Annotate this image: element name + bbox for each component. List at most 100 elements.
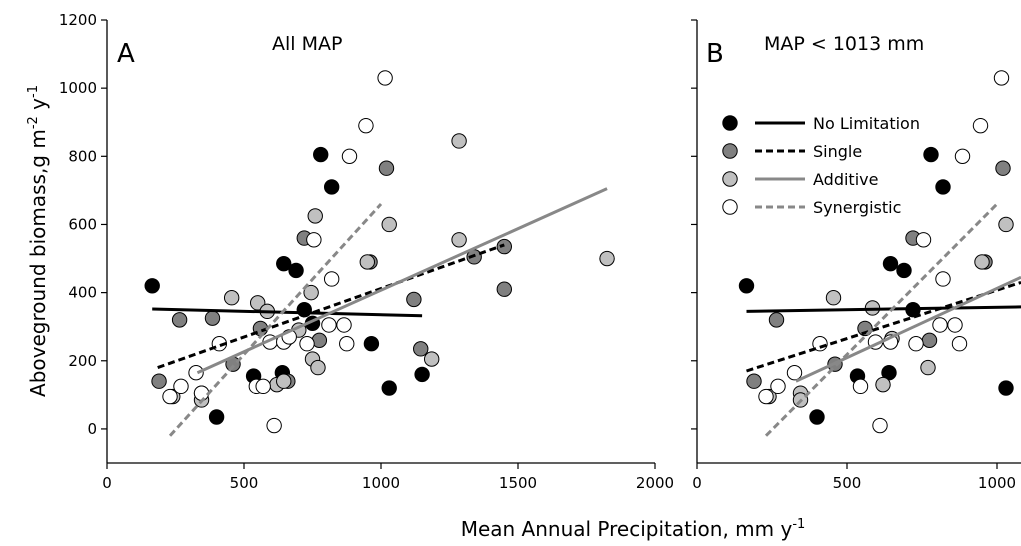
panel-b-title: MAP < 1013 mm — [764, 33, 924, 55]
panel-a-point-additive — [359, 254, 375, 270]
panel-b-point-no-limitation — [935, 179, 951, 195]
y-tick-label: 0 — [87, 420, 97, 438]
panel-a-point-synergistic — [336, 317, 352, 333]
panel-a-title: All MAP — [272, 33, 342, 55]
legend-marker-synergistic — [722, 199, 738, 215]
panel-a-point-additive — [423, 351, 440, 367]
panel-a-point-no-limitation — [313, 146, 329, 163]
panel-a-point-synergistic — [358, 117, 374, 134]
panel-b-point-single — [921, 332, 938, 349]
labels: Mean Annual Precipitation, mm y-1 Abovegr… — [26, 85, 805, 541]
panel-a-point-single — [171, 312, 188, 328]
panel-b-point-synergistic — [993, 70, 1010, 86]
panel-a-point-single — [378, 160, 395, 176]
y-tick-label: 1000 — [59, 79, 97, 97]
panel-a-letter: A — [117, 39, 135, 69]
y-tick-label: 1200 — [59, 11, 97, 29]
panel-a-x-tick-label: 2000 — [636, 474, 674, 492]
panel-b-x-tick-label: 1000 — [978, 474, 1016, 492]
panel-b-point-synergistic — [852, 378, 869, 395]
panel-a-point-synergistic — [339, 336, 355, 352]
panel-b-point-synergistic — [786, 364, 803, 381]
panel-a-point-no-limitation — [414, 366, 430, 383]
panel-a-fit-line-no-limitation — [152, 307, 423, 318]
panel-a-point-synergistic — [377, 70, 393, 86]
y-axis-title-part: -2 — [26, 116, 41, 129]
panel-a-point-additive — [303, 284, 319, 301]
panel-b-fit-line-single — [746, 280, 1021, 373]
panel-a-point-no-limitation — [276, 255, 292, 272]
panel-a-point-additive — [223, 290, 240, 306]
panel-a-point-no-limitation — [208, 409, 225, 425]
panel-b-point-synergistic — [872, 417, 888, 434]
legend-label-single: Single — [813, 142, 862, 161]
panel-a-point-single — [406, 291, 422, 308]
panel-a-point-synergistic — [341, 148, 358, 165]
panel-a-point-additive — [451, 232, 467, 248]
panel-a-point-no-limitation — [144, 278, 160, 294]
panel-b-point-additive — [920, 359, 936, 376]
panel-b-point-synergistic — [947, 317, 963, 333]
panel-b-point-synergistic — [915, 232, 932, 248]
panel-b-point-no-limitation — [998, 380, 1014, 396]
panel-a-point-synergistic — [255, 378, 271, 395]
legend-label-no-limitation: No Limitation — [813, 114, 920, 133]
panel-a-point-synergistic — [193, 385, 210, 401]
panel-b-point-synergistic — [954, 148, 971, 165]
panel-b-point-single — [995, 160, 1011, 176]
y-tick-label: 600 — [68, 215, 97, 233]
panel-a-point-single — [204, 310, 221, 326]
panel-b-point-single — [746, 373, 762, 389]
panel-a-x-tick-label: 500 — [230, 474, 259, 492]
panel-b-point-synergistic — [908, 336, 924, 352]
panel-a-point-synergistic — [266, 417, 282, 434]
y-axis-title-part: -1 — [26, 85, 41, 98]
panel-b-point-synergistic — [972, 117, 989, 134]
panel-a-x-tick-label: 1000 — [362, 474, 400, 492]
legend: No Limitation Single Additive Synergistic — [722, 114, 920, 217]
panel-a-x-tick-label: 0 — [102, 474, 112, 492]
panel-a-point-synergistic — [173, 378, 189, 395]
panel-a-point-synergistic — [306, 232, 322, 248]
panel-a-point-no-limitation — [381, 380, 397, 396]
panel-a-point-single — [496, 238, 512, 255]
panel-b-letter: B — [706, 39, 724, 69]
panel-b-point-no-limitation — [882, 255, 899, 272]
legend-marker-single — [722, 143, 738, 159]
panel-a-point-additive — [310, 359, 326, 376]
panel-a: 0 200 400 600 800 1000 1200 0 500 1000 1500 2000 A Al… — [59, 11, 674, 492]
panel-b-point-synergistic — [951, 336, 968, 352]
panel-a-point-synergistic — [162, 388, 178, 405]
y-tick-label: 400 — [68, 284, 97, 302]
panel-b-x-tick-label: 500 — [833, 474, 862, 492]
panel-b-point-no-limitation — [923, 146, 939, 163]
panel-b-point-no-limitation — [738, 278, 755, 294]
panel-b-point-additive — [974, 254, 990, 270]
panel-b-fit-line-synergistic — [764, 202, 999, 437]
panel-a-point-no-limitation — [323, 179, 340, 195]
panel-a-point-no-limitation — [288, 262, 304, 279]
panel-b-fit-line-no-limitation — [746, 305, 1021, 313]
y-axis-title-part: y — [26, 98, 50, 116]
panel-a-fit-line-synergistic — [168, 203, 383, 437]
panel-a-point-additive — [250, 295, 266, 311]
y-axis-title-part: Aboveground biomass,g m — [26, 129, 50, 397]
panel-a-point-additive — [381, 216, 397, 233]
panel-b-fit-line-additive — [795, 275, 1021, 383]
legend-label-synergistic: Synergistic — [813, 198, 901, 217]
panel-a-fit-line-additive — [196, 187, 608, 375]
panel-a-point-synergistic — [321, 317, 337, 333]
legend-label-additive: Additive — [813, 170, 878, 189]
panel-a-point-no-limitation — [363, 336, 380, 352]
panel-b-point-no-limitation — [809, 409, 825, 425]
panel-a-point-additive — [599, 250, 615, 267]
panel-b-point-synergistic — [770, 378, 786, 395]
panel-a-point-additive — [451, 133, 467, 149]
panel-a-point-synergistic — [323, 271, 340, 287]
panel-a-point-synergistic — [188, 364, 204, 381]
panel-b-point-single — [768, 312, 785, 328]
panel-a-point-synergistic — [299, 336, 315, 352]
panel-b-point-additive — [825, 290, 842, 306]
y-tick-label: 800 — [68, 147, 97, 165]
